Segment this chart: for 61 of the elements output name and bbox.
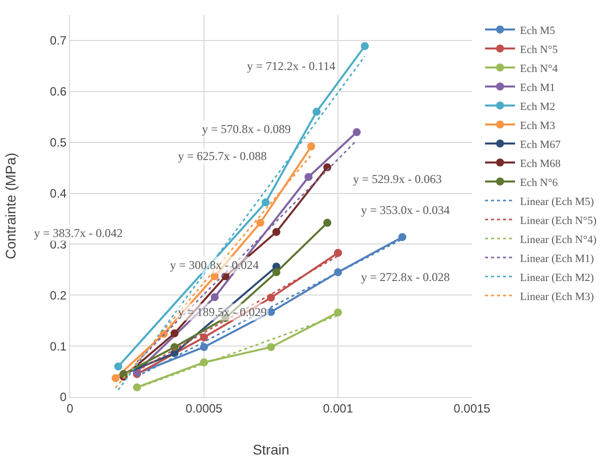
legend-label: Ech M67 <box>520 138 562 151</box>
legend-label: Ech M5 <box>520 24 556 37</box>
annotation: y = 189.5x - 0.029 <box>178 305 267 319</box>
y-axis-title: Contrainte (MPa) <box>2 152 19 260</box>
point <box>200 343 208 352</box>
annotation: y = 712.2x - 0.114 <box>247 59 336 73</box>
point <box>272 228 280 236</box>
point <box>262 198 270 206</box>
point <box>352 128 361 136</box>
x-tick-label: 0.001 <box>322 401 354 416</box>
y-tick-label: 0.7 <box>50 34 67 48</box>
legend-label: Ech N°4 <box>520 62 558 75</box>
point <box>114 362 122 370</box>
annotation: y = 300.8x - 0.024 <box>170 258 259 272</box>
legend-label: Ech N°6 <box>520 176 558 189</box>
legend-label: Ech M3 <box>520 120 556 132</box>
point <box>256 218 264 227</box>
point <box>170 329 179 338</box>
y-tick-label: 0.1 <box>50 339 67 354</box>
x-axis-title: Strain <box>252 442 290 458</box>
point <box>304 172 313 181</box>
point <box>267 308 275 316</box>
point <box>360 42 369 50</box>
annotation: y = 625.7x - 0.088 <box>178 149 267 163</box>
x-tick-label: 0.0015 <box>454 401 491 416</box>
legend-label: Linear (Ech M1) <box>520 252 594 265</box>
legend-label: Linear (Ech N°5) <box>520 214 597 227</box>
annotation: y = 272.8x - 0.028 <box>361 270 450 284</box>
annotation: y = 570.8x - 0.089 <box>202 122 291 136</box>
legend-label: Linear (Ech M3) <box>520 290 594 303</box>
y-tick-label: 0.2 <box>50 288 67 302</box>
point <box>334 308 342 316</box>
point <box>307 142 316 150</box>
y-tick-label: 0 <box>60 390 67 404</box>
annotation: y = 353.0x - 0.034 <box>361 203 450 217</box>
legend-label: Ech N°5 <box>520 44 558 56</box>
x-tick-label: 0.0005 <box>186 401 223 416</box>
point <box>200 333 208 342</box>
y-tick-label: 0.4 <box>50 186 67 200</box>
legend-label: Ech M68 <box>520 158 562 170</box>
legend-label: Linear (Ech N°4) <box>520 234 597 246</box>
legend-label: Ech M1 <box>520 82 556 94</box>
point <box>267 343 275 352</box>
point <box>398 233 406 242</box>
annotation: y = 383.7x - 0.042 <box>34 226 123 240</box>
y-tick-label: 0.5 <box>50 136 67 150</box>
legend-label: Linear (Ech M5) <box>520 196 594 208</box>
point <box>210 272 219 280</box>
point <box>272 268 280 276</box>
y-tick-label: 0.3 <box>50 237 67 252</box>
y-tick-label: 0.6 <box>50 84 67 99</box>
point <box>170 343 179 352</box>
point <box>267 294 275 302</box>
point <box>312 108 321 116</box>
point <box>323 218 332 227</box>
annotation: y = 529.9x - 0.063 <box>353 172 442 186</box>
legend-label: Ech M2 <box>520 100 556 113</box>
point <box>334 248 342 257</box>
point <box>210 293 219 302</box>
point <box>112 374 120 382</box>
legend-label: Linear (Ech M2) <box>520 272 594 284</box>
